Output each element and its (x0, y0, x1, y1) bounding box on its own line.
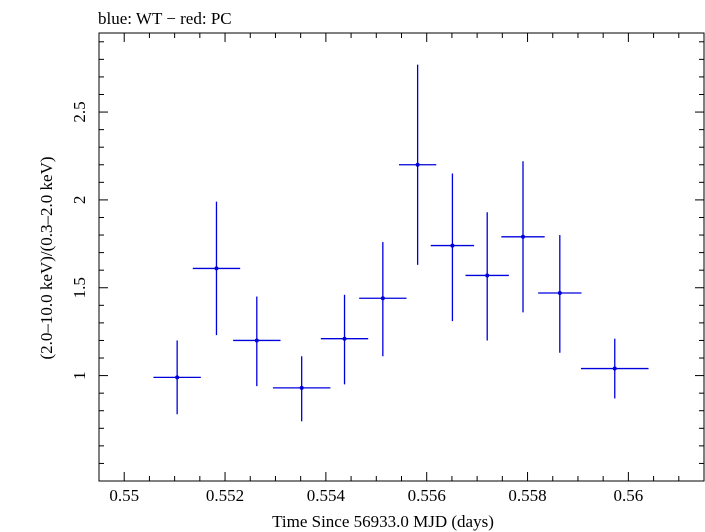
y-tick-label: 2 (70, 196, 89, 205)
data-point (485, 273, 490, 278)
data-point (521, 234, 526, 239)
data-point (175, 375, 180, 380)
x-tick-label: 0.552 (206, 486, 244, 505)
data-point (450, 243, 455, 248)
x-axis-label: Time Since 56933.0 MJD (days) (272, 512, 494, 531)
data-series-wt (153, 64, 649, 422)
data-point (415, 162, 420, 167)
data-point (380, 296, 385, 301)
plot-frame (98, 32, 705, 482)
y-tick-label: 1 (70, 371, 89, 380)
y-axis: 1 1.5 2 2.5 (70, 41, 704, 464)
x-tick-label: 0.556 (408, 486, 446, 505)
chart-title: blue: WT − red: PC (98, 9, 232, 28)
data-point (254, 338, 259, 343)
data-point (214, 266, 219, 271)
y-tick-label: 2.5 (70, 101, 89, 122)
x-axis: 0.55 0.552 0.554 0.556 0.558 0.56 (98, 33, 705, 505)
x-tick-label: 0.558 (508, 486, 546, 505)
y-axis-label: (2.0–10.0 keV)/(0.3–2.0 keV) (37, 156, 56, 359)
x-tick-label: 0.56 (614, 486, 644, 505)
data-point (557, 291, 562, 296)
data-point (299, 385, 304, 390)
y-tick-label: 1.5 (70, 277, 89, 298)
data-point (612, 366, 617, 371)
x-tick-label: 0.55 (109, 486, 139, 505)
data-point (342, 336, 347, 341)
x-tick-label: 0.554 (307, 486, 346, 505)
